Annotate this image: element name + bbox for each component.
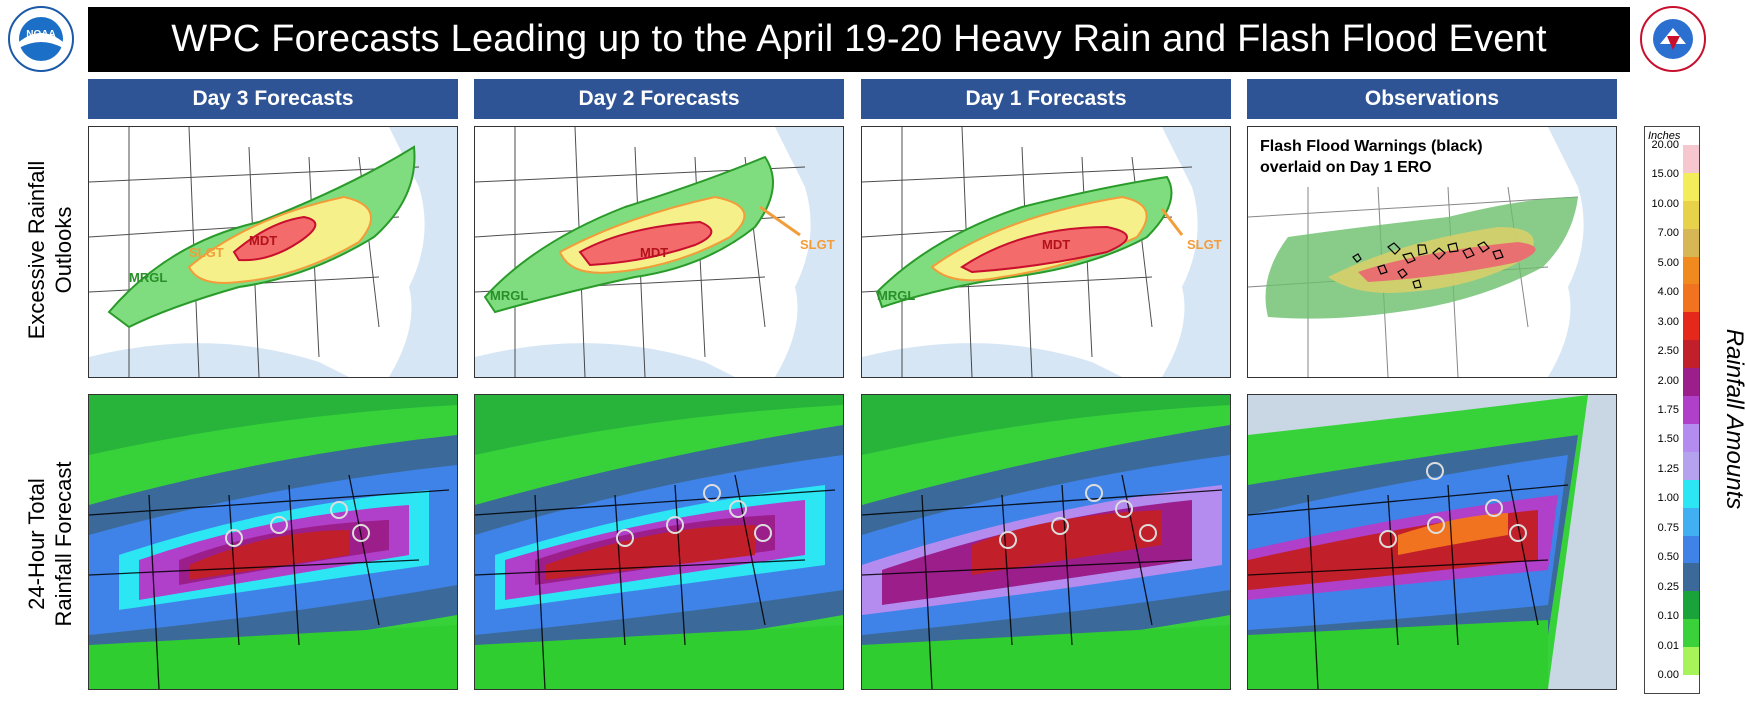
legend-color-segment xyxy=(1683,256,1699,285)
qpf-map-day1 xyxy=(861,394,1231,690)
legend-tick-label: 15.00 xyxy=(1651,168,1679,181)
legend-color-segment xyxy=(1683,228,1699,258)
row-label-ero: Excessive Rainfall Outlooks xyxy=(18,125,82,375)
legend-tick-label: 1.50 xyxy=(1657,433,1679,446)
legend-color-segment xyxy=(1683,172,1699,202)
ero-day2-slgt-label: SLGT xyxy=(800,237,835,252)
legend-tick-label: 0.25 xyxy=(1657,580,1679,593)
row-label-ero-line1: Excessive Rainfall xyxy=(24,160,49,340)
column-header-day1: Day 1 Forecasts xyxy=(861,79,1231,119)
legend-color-segment xyxy=(1683,200,1699,230)
legend-color-segment xyxy=(1683,591,1699,620)
legend-tick-label: 0.75 xyxy=(1657,521,1679,534)
legend-ticks: 20.00 15.00 10.00 7.00 5.00 4.00 3.00 2.50 2.00 1… xyxy=(1647,139,1681,685)
legend-tick-label: 2.00 xyxy=(1657,374,1679,387)
ero-map-day3: MRGL SLGT MDT xyxy=(88,126,458,378)
legend-tick-label: 3.00 xyxy=(1657,315,1679,328)
legend-tick-label: 7.00 xyxy=(1657,227,1679,240)
legend-unit: Inches xyxy=(1648,130,1681,142)
ero-day1-slgt-label: SLGT xyxy=(1187,237,1222,252)
nws-logo xyxy=(1640,6,1706,72)
page-title: WPC Forecasts Leading up to the April 19… xyxy=(88,7,1630,72)
qpf-map-day2 xyxy=(474,394,844,690)
legend-tick-label: 0.01 xyxy=(1657,639,1679,652)
legend-color-segment xyxy=(1683,535,1699,564)
ero-day3-mdt-label: MDT xyxy=(249,233,277,248)
noaa-logo: NOAA xyxy=(8,6,74,72)
ero-map-day2: MRGL SLGT MDT xyxy=(474,126,844,378)
column-header-observations: Observations xyxy=(1247,79,1617,119)
column-header-day2: Day 2 Forecasts xyxy=(474,79,844,119)
legend-tick-label: 0.10 xyxy=(1657,610,1679,623)
legend-color-segment xyxy=(1683,563,1699,592)
legend-color-segment xyxy=(1683,451,1699,481)
legend-color-segment xyxy=(1683,368,1699,397)
row-label-qpf-line1: 24-Hour Total xyxy=(24,478,49,610)
ero-map-day1: MRGL SLGT MDT xyxy=(861,126,1231,378)
legend-tick-label: 0.00 xyxy=(1657,669,1679,681)
legend-tick-label: 10.00 xyxy=(1651,197,1679,210)
legend-tick-label: 1.00 xyxy=(1657,492,1679,505)
legend-color-bar xyxy=(1683,145,1699,676)
legend-color-segment xyxy=(1683,479,1699,509)
rainfall-legend: Inches 20.00 15.00 10.00 7.00 5.00 4.00 3.00 2.… xyxy=(1644,126,1700,694)
legend-color-segment xyxy=(1683,340,1699,369)
legend-tick-label: 0.50 xyxy=(1657,551,1679,564)
observations-note-line2: overlaid on Day 1 ERO xyxy=(1260,159,1432,176)
observations-note-line1: Flash Flood Warnings (black) xyxy=(1260,138,1483,155)
legend-title: Rainfall Amounts xyxy=(1721,328,1745,510)
qpf-map-day3 xyxy=(88,394,458,690)
ero-day2-mrgl-label: MRGL xyxy=(490,288,528,303)
ero-day1-mdt-label: MDT xyxy=(1042,237,1070,252)
legend-color-segment xyxy=(1683,145,1699,174)
ero-day3-mrgl-label: MRGL xyxy=(129,270,167,285)
observations-ero-map xyxy=(1247,126,1617,378)
legend-color-segment xyxy=(1683,647,1699,676)
legend-tick-label: 4.00 xyxy=(1657,286,1679,299)
legend-tick-label: 1.25 xyxy=(1657,462,1679,475)
observations-note: Flash Flood Warnings (black) overlaid on… xyxy=(1260,136,1483,178)
ero-day1-mrgl-label: MRGL xyxy=(877,288,915,303)
ero-day2-mdt-label: MDT xyxy=(640,245,668,260)
legend-color-segment xyxy=(1683,507,1699,537)
legend-tick-label: 5.00 xyxy=(1657,256,1679,269)
noaa-logo-text: NOAA xyxy=(26,29,55,40)
row-label-qpf: 24-Hour Total Rainfall Forecast xyxy=(18,419,82,669)
legend-color-segment xyxy=(1683,396,1699,425)
legend-tick-label: 1.75 xyxy=(1657,404,1679,416)
row-label-ero-line2: Outlooks xyxy=(51,206,76,294)
observations-rainfall-map xyxy=(1247,394,1617,690)
column-header-day3: Day 3 Forecasts xyxy=(88,79,458,119)
legend-tick-label: 20.00 xyxy=(1651,139,1679,151)
legend-color-segment xyxy=(1683,423,1699,453)
legend-tick-label: 2.50 xyxy=(1657,345,1679,358)
row-label-qpf-line2: Rainfall Forecast xyxy=(51,461,76,627)
legend-color-segment xyxy=(1683,619,1699,648)
legend-color-segment xyxy=(1683,312,1699,341)
ero-day3-slgt-label: SLGT xyxy=(189,245,224,260)
legend-color-segment xyxy=(1683,284,1699,313)
